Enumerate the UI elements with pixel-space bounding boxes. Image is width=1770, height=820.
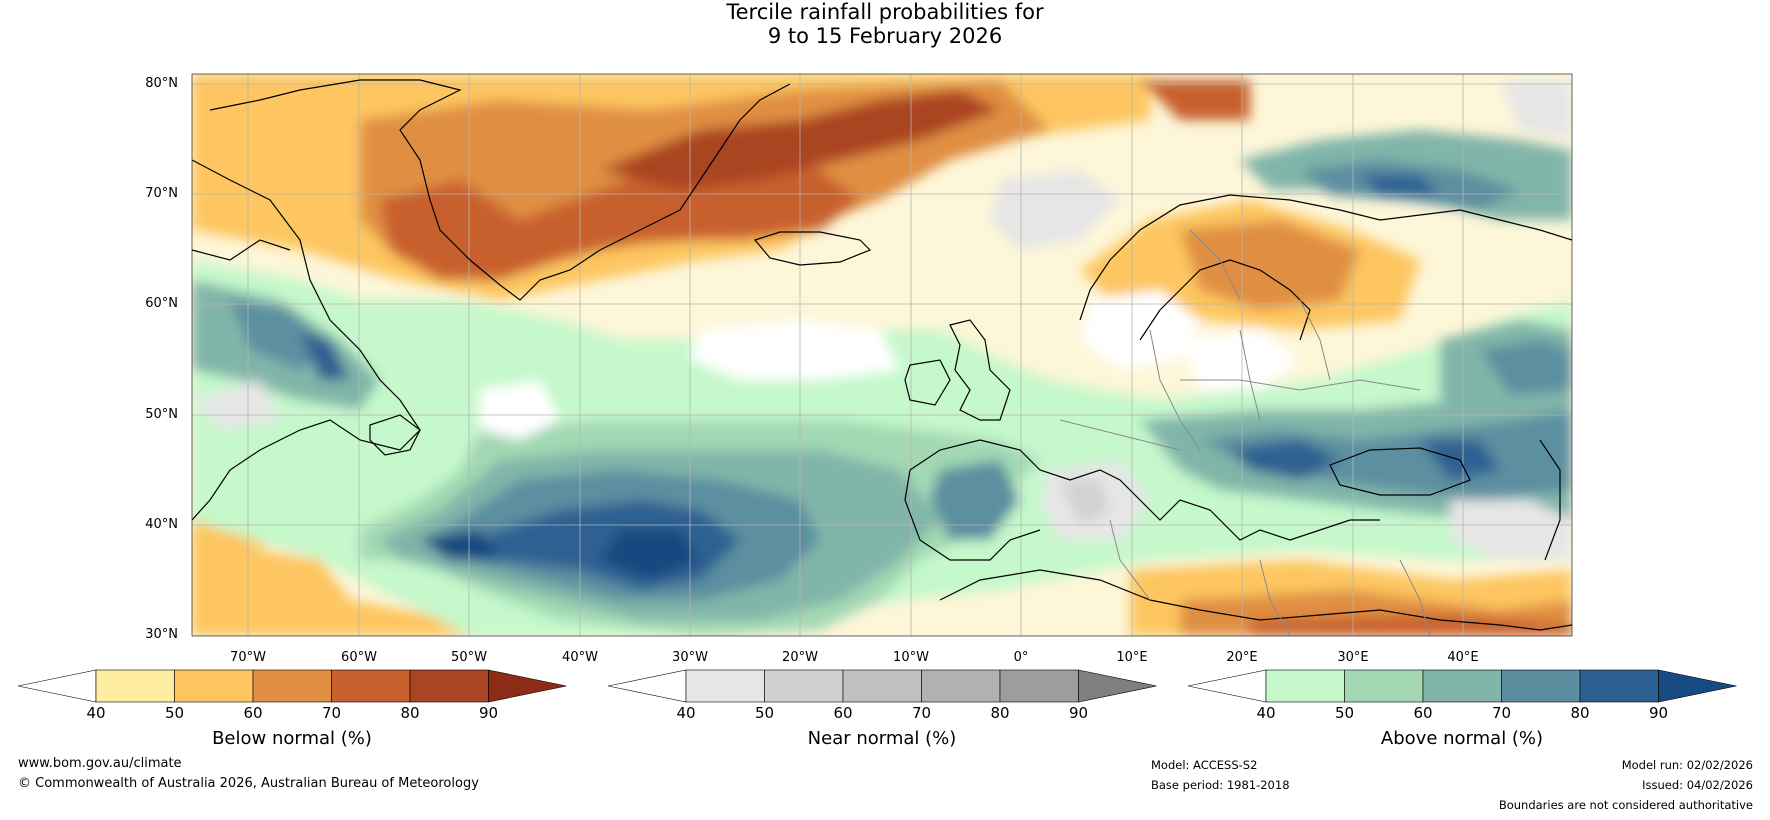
- colorbar-above-normal-low-extend: [1187, 669, 1267, 703]
- lat-label-30n: 30°N: [145, 627, 178, 642]
- footer-issued: Issued: 04/02/2026: [1642, 778, 1753, 792]
- colorbar-label-below-normal: Below normal (%): [212, 728, 372, 749]
- colorbar-near-normal-tick: 60: [833, 704, 853, 722]
- colorbar-below-normal-tick: 90: [478, 704, 499, 722]
- footer-model: Model: ACCESS-S2: [1151, 758, 1258, 772]
- colorbar-near-normal-segment: [999, 669, 1079, 703]
- colorbar-below-normal-segment: [331, 669, 411, 703]
- colorbar-above-normal-segment: [1265, 669, 1345, 703]
- colorbar-below-normal-tick: 60: [243, 704, 263, 722]
- lon-label-40w: 40°W: [562, 650, 598, 665]
- colorbar-below-normal-tick: 70: [321, 704, 342, 722]
- probability-field: [192, 74, 1572, 636]
- graticule: [192, 74, 1572, 636]
- colorbar-below-normal-segment: [95, 669, 175, 703]
- lon-label-40e: 40°E: [1447, 650, 1479, 665]
- colorbar-near-normal-segment: [921, 669, 1001, 703]
- lon-label-60w: 60°W: [341, 650, 377, 665]
- lon-label-50w: 50°W: [451, 650, 487, 665]
- coastlines: [192, 79, 1572, 631]
- lon-label-20e: 20°E: [1226, 650, 1258, 665]
- map-title-line1: Tercile rainfall probabilities for: [726, 0, 1044, 24]
- lon-label-70w: 70°W: [230, 650, 266, 665]
- lon-label-20w: 20°W: [782, 650, 818, 665]
- lat-label-60n: 60°N: [145, 296, 178, 311]
- colorbar-near-normal-tick: 80: [990, 704, 1010, 722]
- colorbar-above-normal: [1187, 669, 1737, 703]
- colorbar-below-normal-low-extend: [17, 669, 97, 703]
- colorbar-above-normal-segment: [1579, 669, 1659, 703]
- footer-disclaimer: Boundaries are not considered authoritat…: [1498, 798, 1753, 812]
- colorbar-above-normal-tick: 80: [1570, 704, 1590, 722]
- colorbar-above-normal-tick: 40: [1256, 704, 1276, 722]
- lat-label-50n: 50°N: [145, 407, 178, 422]
- colorbar-above-normal-segment: [1422, 669, 1502, 703]
- map-frame: [191, 73, 1573, 637]
- colorbar-near-normal-segment: [685, 669, 765, 703]
- colorbar-below-normal-tick: 50: [164, 704, 185, 722]
- footer-base-period: Base period: 1981-2018: [1151, 778, 1290, 792]
- colorbar-below-normal-segment: [409, 669, 489, 703]
- colorbar-below-normal-segment: [174, 669, 254, 703]
- lon-label-10w: 10°W: [893, 650, 929, 665]
- colorbar-above-normal-tick: 60: [1413, 704, 1433, 722]
- colorbar-above-normal-high-extend: [1658, 669, 1737, 703]
- lon-label-30e: 30°E: [1337, 650, 1369, 665]
- lon-label-10e: 10°E: [1116, 650, 1148, 665]
- colorbar-near-normal-tick: 50: [754, 704, 775, 722]
- colorbar-near-normal-tick: 40: [676, 704, 696, 722]
- colorbar-label-above-normal: Above normal (%): [1380, 728, 1544, 749]
- colorbar-near-normal-high-extend: [1078, 669, 1157, 703]
- colorbar-near-normal-segment: [764, 669, 844, 703]
- footer-model-run: Model run: 02/02/2026: [1621, 758, 1753, 772]
- colorbar-near-normal-segment: [842, 669, 922, 703]
- colorbar-below-normal: [17, 669, 567, 703]
- colorbar-above-normal-tick: 90: [1648, 704, 1669, 722]
- footer-website[interactable]: www.bom.gov.au/climate: [18, 756, 182, 771]
- lon-label-30w: 30°W: [672, 650, 708, 665]
- colorbar-below-normal-segment: [252, 669, 332, 703]
- colorbar-above-normal-tick: 70: [1491, 704, 1512, 722]
- lon-label-0: 0°: [1013, 650, 1029, 665]
- footer-copyright: © Commonwealth of Australia 2026, Austra…: [18, 776, 479, 791]
- colorbar-near-normal-tick: 70: [911, 704, 932, 722]
- colorbar-label-near-normal: Near normal (%): [807, 728, 957, 749]
- country-borders: [1059, 229, 1431, 636]
- colorbar-below-normal-tick: 80: [400, 704, 420, 722]
- colorbar-near-normal-tick: 90: [1068, 704, 1089, 722]
- colorbar-above-normal-segment: [1344, 669, 1424, 703]
- colorbar-above-normal-segment: [1501, 669, 1581, 703]
- lat-label-40n: 40°N: [145, 517, 178, 532]
- lat-label-70n: 70°N: [145, 186, 178, 201]
- map-title: Tercile rainfall probabilities for 9 to …: [0, 0, 1770, 48]
- map-title-line2: 9 to 15 February 2026: [767, 24, 1003, 48]
- colorbar-below-normal-tick: 40: [86, 704, 106, 722]
- colorbar-near-normal: [607, 669, 1157, 703]
- colorbar-above-normal-tick: 50: [1334, 704, 1355, 722]
- lat-label-80n: 80°N: [145, 76, 178, 91]
- colorbar-below-normal-high-extend: [488, 669, 567, 703]
- colorbar-near-normal-low-extend: [607, 669, 687, 703]
